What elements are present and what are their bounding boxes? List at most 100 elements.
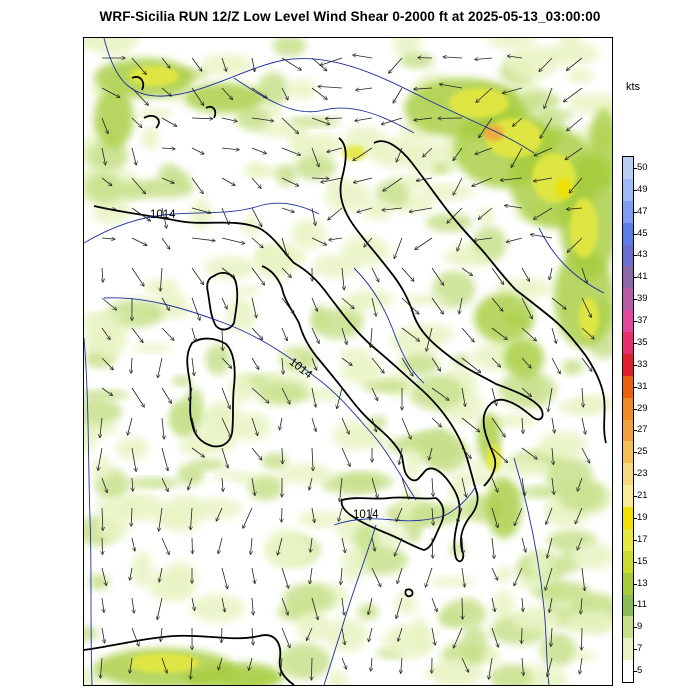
wind-arrow [281, 627, 290, 648]
colorbar-swatch [623, 288, 633, 311]
wind-arrow [161, 57, 170, 68]
wind-arrow [491, 327, 507, 340]
map-canvas [84, 38, 612, 685]
wind-arrow [577, 477, 583, 491]
wind-arrow [521, 297, 532, 319]
shear-patch [486, 478, 522, 538]
colorbar-label: 11 [637, 599, 647, 611]
shear-patch [342, 145, 366, 161]
wind-arrow [311, 117, 330, 125]
wind-arrow [131, 117, 142, 128]
shear-patch [404, 443, 422, 481]
shear-patch [409, 374, 464, 411]
wind-arrow [355, 117, 373, 121]
wind-arrow [278, 537, 283, 555]
shear-patch [506, 458, 550, 477]
wind-arrow [161, 537, 169, 555]
wind-arrow [311, 597, 318, 620]
wind-arrow [491, 267, 504, 284]
wind-arrow [101, 567, 106, 586]
colorbar-swatch [623, 375, 633, 398]
shear-patch [449, 88, 509, 118]
wind-arrow [534, 147, 553, 156]
wind-arrow [478, 207, 493, 219]
wind-arrow [161, 87, 171, 96]
wind-arrow [221, 267, 235, 277]
wind-arrow [251, 387, 269, 403]
colorbar [622, 156, 634, 683]
colorbar-label: 39 [637, 293, 648, 305]
isobar-label: 1014 [353, 509, 379, 521]
sardinia-coastline [186, 337, 236, 448]
wind-arrow [341, 297, 354, 309]
wind-arrow [394, 537, 403, 556]
wind-arrow [581, 297, 592, 317]
wind-arrow [431, 357, 441, 371]
wind-arrow [251, 447, 262, 460]
wind-arrow [513, 117, 523, 126]
wind-arrow [252, 597, 253, 615]
wind-arrow [221, 237, 245, 244]
wind-arrow [371, 417, 377, 432]
colorbar-label: 5 [637, 665, 643, 677]
wind-arrow [491, 537, 494, 559]
wind-arrow [539, 57, 553, 72]
wind-arrow [311, 87, 327, 99]
wind-arrow [101, 627, 105, 643]
shear-patch [567, 92, 612, 114]
wind-arrow [280, 657, 282, 676]
wind-arrow [511, 147, 523, 168]
colorbar-label: 27 [637, 424, 648, 436]
wind-arrow [439, 84, 463, 89]
shear-patch [561, 359, 584, 376]
shear-patch [290, 219, 327, 249]
wind-arrow [221, 177, 235, 186]
colorbar-tick [634, 255, 637, 257]
shear-patch [541, 581, 590, 601]
colorbar-swatch [623, 616, 633, 639]
colorbar-swatch [623, 332, 633, 354]
wind-arrow [394, 237, 403, 259]
colorbar-swatch [623, 463, 633, 486]
colorbar-label: 45 [637, 227, 648, 239]
wind-arrow [221, 117, 237, 121]
colorbar-label: 31 [637, 380, 648, 392]
shear-patch [92, 199, 131, 225]
wind-arrow [506, 237, 523, 242]
wind-arrow [522, 597, 523, 612]
wind-arrow [341, 567, 342, 585]
colorbar-label: 43 [637, 249, 648, 261]
shear-patch [429, 576, 475, 588]
wind-arrow [311, 178, 329, 179]
wind-arrow [371, 657, 372, 671]
wind-arrow [581, 417, 586, 434]
wind-arrow [461, 447, 471, 459]
wind-arrow [131, 87, 148, 105]
shear-patch [498, 371, 557, 409]
wind-arrow [281, 57, 301, 70]
wind-arrow [281, 567, 289, 588]
isobar-1014-central [103, 297, 417, 501]
wind-arrow [491, 417, 505, 437]
wind-arrow [218, 537, 223, 554]
shear-patch [487, 38, 536, 49]
shear-patch [477, 207, 495, 225]
wind-arrow [131, 267, 144, 286]
wind-arrow [243, 507, 253, 528]
wind-arrow [161, 627, 163, 642]
wind-arrow [131, 237, 147, 246]
shear-patch [399, 52, 434, 69]
wind-arrow [281, 117, 299, 134]
shear-patch [97, 511, 130, 541]
wind-arrow [461, 267, 472, 276]
wind-arrow [521, 477, 525, 496]
wind-arrow [341, 417, 349, 434]
shear-patch [211, 470, 248, 481]
wind-arrow [221, 87, 233, 100]
wind-arrow [457, 237, 463, 251]
colorbar-label: 37 [637, 315, 648, 327]
wind-arrow [369, 627, 373, 642]
wind-arrow [101, 327, 110, 340]
wind-arrow [414, 88, 433, 89]
wind-arrow [551, 357, 560, 374]
